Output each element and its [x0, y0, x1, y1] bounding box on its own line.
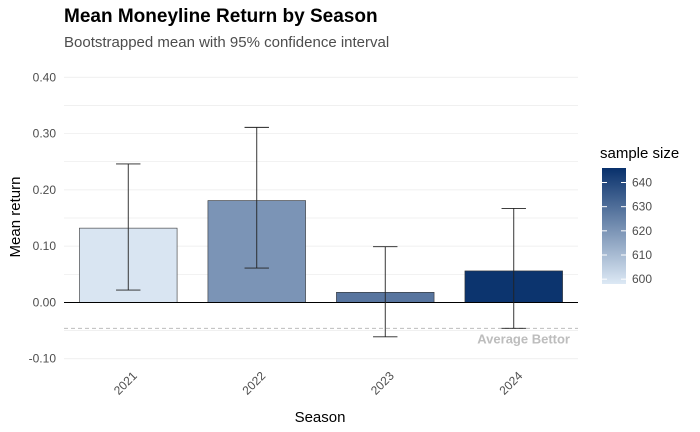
legend-title: sample size: [600, 145, 679, 162]
legend-tick-label: 620: [632, 224, 652, 238]
legend-colorbar: [602, 168, 626, 284]
reference-line-label: Average Bettor: [477, 331, 570, 346]
x-tick-label: 2023: [368, 369, 397, 398]
chart-title: Mean Moneyline Return by Season: [64, 6, 378, 27]
y-tick-label: 0.30: [33, 127, 57, 141]
legend-tick-label: 610: [632, 248, 652, 262]
legend-tick-label: 630: [632, 200, 652, 214]
legend-tick-label: 600: [632, 272, 652, 286]
x-axis-title: Season: [295, 409, 346, 426]
y-tick-label: -0.10: [29, 352, 57, 366]
chart-subtitle: Bootstrapped mean with 95% confidence in…: [64, 34, 390, 51]
y-axis-title: Mean return: [7, 177, 24, 258]
y-tick-label: 0.00: [33, 295, 57, 309]
legend-tick-label: 640: [632, 176, 652, 190]
x-tick-label: 2024: [497, 369, 526, 398]
y-tick-label: 0.40: [33, 70, 57, 84]
y-tick-label: 0.10: [33, 239, 57, 253]
x-tick-label: 2021: [111, 369, 140, 398]
x-tick-label: 2022: [240, 369, 269, 398]
y-tick-label: 0.20: [33, 183, 57, 197]
